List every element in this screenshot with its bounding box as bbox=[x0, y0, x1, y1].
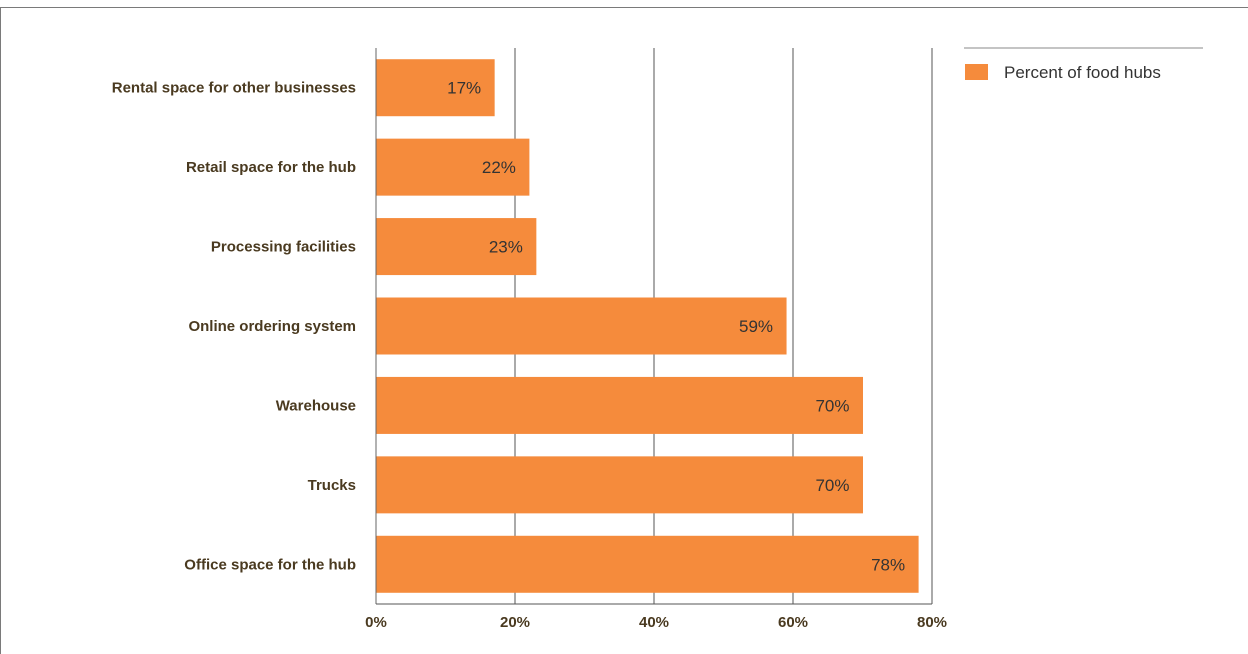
x-tick-labels: 0% 20% 40% 60% 80% bbox=[365, 614, 947, 631]
frame-left-rule bbox=[0, 7, 1, 654]
category-labels: Rental space for other businesses Retail … bbox=[112, 80, 356, 574]
data-label: 17% bbox=[447, 79, 481, 98]
bar bbox=[376, 456, 863, 514]
legend: Percent of food hubs bbox=[964, 47, 1203, 82]
x-tick-label: 20% bbox=[500, 614, 530, 631]
x-tick-label: 40% bbox=[639, 614, 669, 631]
category-label: Processing facilities bbox=[211, 239, 356, 256]
bars: 17% 22% 23% 59% 70% 70% 78% bbox=[376, 59, 919, 593]
bar bbox=[376, 376, 863, 434]
data-label: 70% bbox=[815, 396, 849, 415]
x-tick-label: 60% bbox=[778, 614, 808, 631]
bar bbox=[376, 218, 537, 276]
category-label: Retail space for the hub bbox=[186, 159, 356, 176]
category-label: Trucks bbox=[308, 477, 356, 494]
data-label: 78% bbox=[871, 555, 905, 574]
bar bbox=[376, 535, 919, 593]
data-label: 70% bbox=[815, 476, 849, 495]
category-label: Office space for the hub bbox=[184, 556, 356, 573]
bar bbox=[376, 138, 530, 196]
x-tick-label: 0% bbox=[365, 614, 387, 631]
data-label: 22% bbox=[482, 158, 516, 177]
category-label: Warehouse bbox=[276, 397, 356, 414]
frame-top-rule bbox=[0, 7, 1248, 8]
legend-label: Percent of food hubs bbox=[1004, 63, 1161, 82]
bar bbox=[376, 59, 495, 117]
category-label: Rental space for other businesses bbox=[112, 80, 356, 97]
bar bbox=[376, 297, 787, 355]
x-tick-label: 80% bbox=[917, 614, 947, 631]
category-label: Online ordering system bbox=[188, 318, 356, 335]
data-label: 59% bbox=[739, 317, 773, 336]
data-label: 23% bbox=[489, 238, 523, 257]
legend-swatch bbox=[965, 64, 988, 80]
